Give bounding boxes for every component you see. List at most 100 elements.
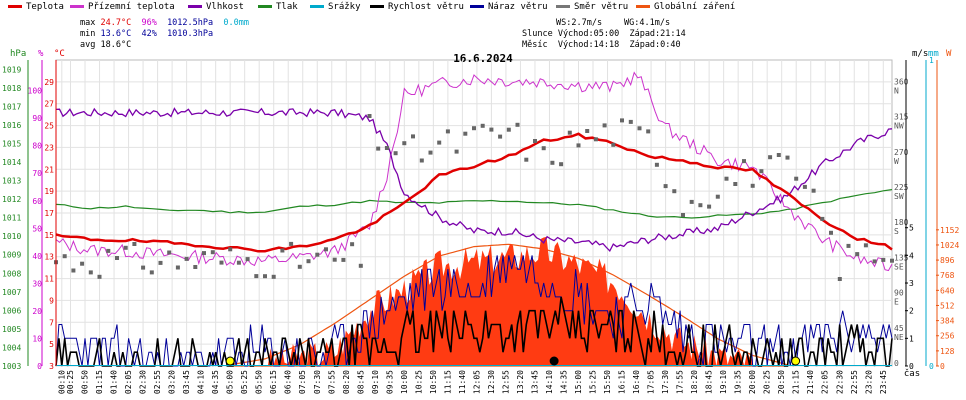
legend-item-tlak: Tlak bbox=[258, 2, 298, 12]
wind-direction-point bbox=[175, 265, 180, 270]
wind-tick-label: 5 bbox=[909, 224, 914, 233]
direction-tick-label: 360 bbox=[894, 77, 909, 86]
x-tick-label: 22:05 bbox=[821, 370, 830, 394]
x-tick-label: 03:20 bbox=[168, 370, 177, 394]
pressure-tick-label: 1019 bbox=[2, 65, 21, 74]
max-temp: 24.7°C bbox=[100, 18, 132, 28]
stats-label: avg bbox=[80, 40, 96, 50]
wind-direction-point bbox=[463, 131, 468, 136]
wind-direction-point bbox=[628, 119, 633, 124]
x-tick-label: 14:10 bbox=[545, 370, 554, 394]
wind-direction-point bbox=[724, 176, 729, 181]
wind-speed-readout: WS:2.7m/s bbox=[556, 18, 603, 28]
x-tick-label: 07:30 bbox=[313, 370, 322, 394]
ground-temperature-line bbox=[55, 71, 893, 272]
pressure-tick-label: 1011 bbox=[2, 214, 21, 223]
temperature-axis-unit: °C bbox=[54, 49, 65, 59]
x-tick-label: 21:15 bbox=[792, 370, 801, 394]
legend-swatch bbox=[310, 5, 324, 8]
legend-item-rychlost-vetru: Rychlost větru bbox=[370, 2, 464, 12]
wind-direction-point bbox=[576, 143, 581, 148]
humidity-tick-label: 30 bbox=[32, 279, 42, 288]
rain-tick-label: 1 bbox=[929, 56, 934, 65]
pressure-tick-label: 1012 bbox=[2, 195, 21, 204]
pressure-tick-label: 1013 bbox=[2, 177, 21, 186]
wind-direction-point bbox=[454, 149, 459, 154]
radiation-tick-label: 0 bbox=[940, 362, 945, 371]
wind-direction-point bbox=[707, 204, 712, 209]
x-tick-label: 04:35 bbox=[211, 370, 220, 394]
humidity-axis-unit: % bbox=[38, 49, 44, 59]
max-rain: 0.0mm bbox=[223, 18, 249, 28]
x-tick-label: 22:55 bbox=[850, 370, 859, 394]
x-tick-label: 09:35 bbox=[385, 370, 394, 394]
wind-direction-point bbox=[742, 159, 746, 164]
wind-direction-point bbox=[846, 243, 851, 248]
legend-swatch bbox=[370, 5, 384, 8]
wind-direction-point bbox=[332, 257, 337, 262]
wind-direction-point bbox=[254, 274, 259, 279]
wind-direction-point bbox=[498, 134, 503, 139]
x-tick-label: 18:45 bbox=[705, 370, 714, 394]
legend-item-naraz-vetru: Náraz větru bbox=[470, 2, 548, 12]
stats-max-row: max 24.7°C 96% 1012.5hPa 0.0mm bbox=[80, 18, 249, 28]
humidity-tick-label: 20 bbox=[32, 307, 42, 316]
wind-direction-point bbox=[585, 129, 590, 133]
wind-direction-point bbox=[149, 270, 154, 275]
wind-direction-point bbox=[419, 158, 424, 163]
legend-label: Vlhkost bbox=[206, 2, 244, 12]
legend-swatch bbox=[8, 5, 22, 8]
x-tick-label: 02:55 bbox=[153, 370, 162, 394]
humidity-tick-label: 90 bbox=[32, 114, 42, 123]
pressure-tick-label: 1004 bbox=[2, 343, 21, 352]
wind-direction-point bbox=[733, 182, 738, 186]
wind-direction-point bbox=[402, 141, 407, 146]
wind-direction-point bbox=[367, 114, 372, 118]
chart-legend: Teplota Přízemní teplota Vlhkost Tlak Sr… bbox=[0, 0, 966, 16]
humidity-line bbox=[55, 107, 893, 253]
direction-tick-label: 90 bbox=[894, 289, 904, 298]
wind-tick-label: 0 bbox=[909, 362, 914, 371]
x-tick-label: 05:00 bbox=[226, 370, 235, 394]
wind-direction-point bbox=[593, 137, 598, 142]
radiation-tick-label: 896 bbox=[940, 256, 955, 265]
pressure-tick-label: 1010 bbox=[2, 232, 21, 241]
direction-tick-label: 0 bbox=[894, 359, 899, 368]
temperature-tick-label: 21 bbox=[44, 165, 54, 174]
wind-direction-point bbox=[236, 260, 241, 265]
x-tick-label: 22:30 bbox=[835, 370, 844, 394]
wind-direction-point bbox=[445, 129, 450, 134]
wind-direction-point bbox=[837, 277, 842, 281]
wind-direction-point bbox=[506, 127, 511, 132]
chart-title: 16.6.2024 bbox=[453, 52, 513, 65]
direction-tick-label: 270 bbox=[894, 148, 909, 157]
x-tick-label: 17:30 bbox=[661, 370, 670, 394]
direction-compass-label: N bbox=[894, 86, 899, 95]
legend-swatch bbox=[470, 5, 484, 8]
wind-direction-point bbox=[384, 146, 389, 150]
x-tick-label: 13:45 bbox=[530, 370, 539, 394]
max-humidity: 96% bbox=[141, 18, 157, 28]
legend-label: Přízemní teplota bbox=[88, 2, 175, 12]
stats-avg-row: avg 18.6°C bbox=[80, 40, 131, 50]
radiation-tick-label: 384 bbox=[940, 317, 955, 326]
radiation-tick-label: 512 bbox=[940, 301, 955, 310]
x-tick-label: 03:45 bbox=[182, 370, 191, 394]
wind-direction-point bbox=[802, 184, 807, 189]
legend-label: Teplota bbox=[26, 2, 64, 12]
wind-direction-point bbox=[132, 242, 137, 246]
wind-tick-label: 2 bbox=[909, 307, 914, 316]
wind-direction-point bbox=[193, 265, 198, 269]
wind-direction-point bbox=[306, 259, 311, 264]
direction-compass-label: SE bbox=[894, 262, 904, 271]
wind-direction-point bbox=[820, 216, 825, 221]
stats-label: min bbox=[80, 29, 96, 39]
wind-direction-point bbox=[297, 264, 302, 269]
wind-direction-point bbox=[654, 162, 659, 167]
wind-direction-point bbox=[97, 274, 102, 279]
radiation-area bbox=[265, 236, 753, 366]
wind-direction-point bbox=[480, 123, 485, 128]
humidity-tick-label: 10 bbox=[32, 334, 42, 343]
wind-direction-point bbox=[324, 247, 328, 252]
moon-times: Měsíc Východ:14:18 Západ:0:40 bbox=[522, 40, 681, 50]
